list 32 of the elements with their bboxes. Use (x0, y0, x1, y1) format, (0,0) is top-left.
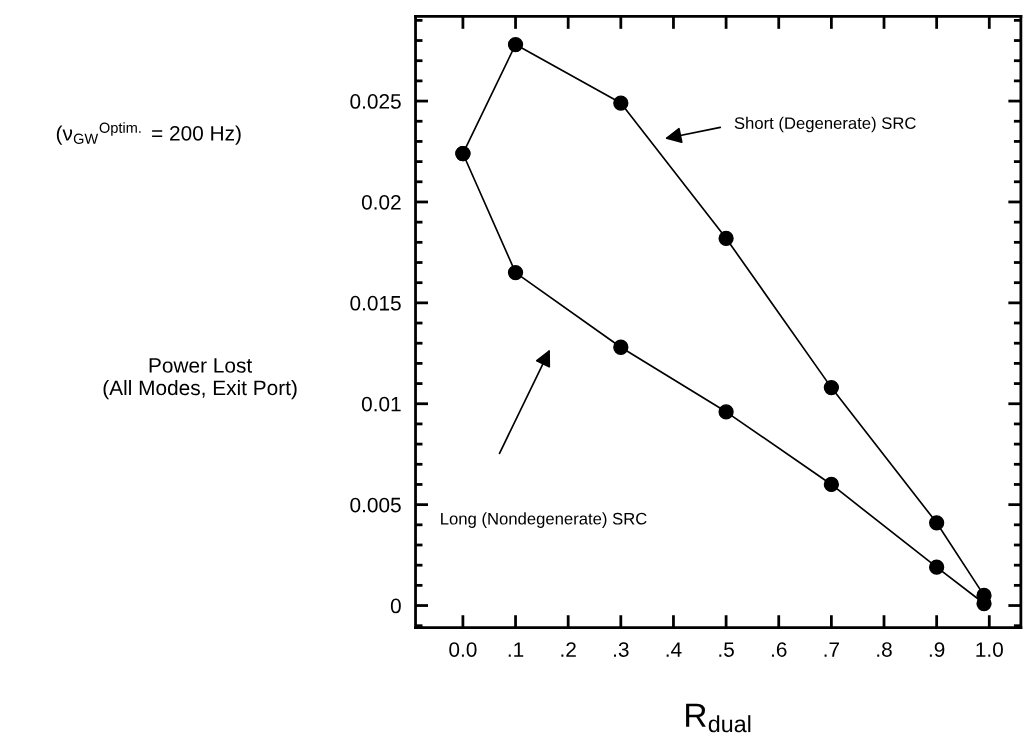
y-tick-label: 0.01 (361, 396, 401, 412)
point (823, 379, 840, 396)
text: (ν$_{GW}$$^{Optim.}$ = 200 Hz) (56, 122, 241, 145)
x-tick-label: .5 (719, 642, 734, 657)
x-tick-label: .3 (614, 642, 629, 657)
x-tick-label: 1.0 (976, 642, 1003, 657)
y-tick-label: 0.015 (350, 295, 401, 311)
x-tick-label: .6 (771, 642, 787, 657)
x-tick-label: .7 (824, 642, 840, 657)
annotation: Short (Degenerate) SRC (734, 116, 916, 133)
point (823, 476, 840, 493)
y-tick-label: 0.025 (350, 94, 401, 109)
y-tick-label: 0.005 (350, 497, 401, 513)
point (929, 515, 945, 531)
x-axis-title: R$_{dual}$ (686, 703, 751, 733)
point (718, 230, 734, 246)
x-tick-label: .8 (877, 642, 892, 657)
y-axis-title: Power Lost (All Modes, Exit Port) (103, 358, 297, 400)
x-tick-label: .1 (508, 642, 524, 657)
x-tick-label: 0.0 (449, 642, 477, 657)
x-tick-label: .4 (666, 642, 682, 657)
y-tick-label: 0 (390, 598, 401, 614)
point (613, 339, 629, 355)
point (613, 95, 629, 111)
annotation: Long (Nondegenerate) SRC (441, 512, 647, 528)
point (929, 559, 945, 575)
x-tick-label: .9 (929, 642, 945, 657)
x-tick-label: .2 (561, 642, 576, 657)
y-tick-label: 0.02 (361, 194, 401, 210)
point (507, 36, 524, 53)
point (718, 404, 734, 420)
point (507, 264, 524, 281)
